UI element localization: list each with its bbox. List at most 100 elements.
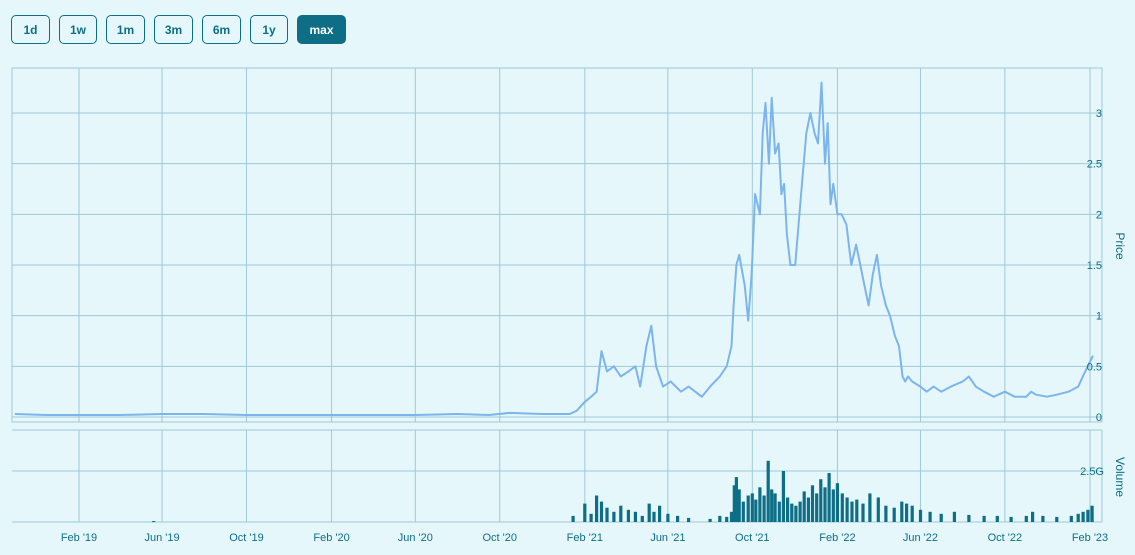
- price-point: [655, 365, 657, 368]
- price-point: [863, 284, 866, 287]
- price-point: [889, 314, 891, 317]
- x-tick-label: Feb '21: [567, 532, 603, 544]
- volume-bar: [708, 518, 712, 522]
- price-point: [575, 410, 578, 412]
- price-point: [993, 395, 995, 398]
- volume-bar: [773, 493, 777, 522]
- price-point: [904, 380, 906, 383]
- price-point: [876, 254, 878, 256]
- x-tick-label: Jun '20: [398, 532, 433, 544]
- price-point: [829, 203, 832, 205]
- price-point: [805, 132, 808, 135]
- price-tick-label: 3: [1096, 108, 1102, 120]
- volume-bar: [819, 479, 823, 522]
- x-tick-label: Oct '20: [482, 532, 517, 544]
- volume-bar: [770, 489, 774, 522]
- x-tick-label: Feb '22: [819, 532, 855, 544]
- x-tick-label: Jun '22: [903, 532, 938, 544]
- volume-bar: [794, 505, 798, 522]
- price-point: [584, 401, 586, 403]
- range-button-max[interactable]: max: [297, 15, 346, 44]
- price-point: [738, 254, 740, 256]
- price-point: [372, 414, 374, 416]
- volume-bar: [1086, 509, 1090, 522]
- price-point: [759, 213, 761, 216]
- volume-bar: [676, 515, 680, 522]
- price-tick-label: 2: [1096, 209, 1102, 221]
- volume-bar: [910, 505, 914, 522]
- range-button-6m[interactable]: 6m: [202, 15, 241, 44]
- volume-bar: [810, 485, 815, 522]
- range-button-1w[interactable]: 1w: [59, 15, 97, 44]
- price-axis-title: Price: [1113, 232, 1127, 260]
- range-button-3m[interactable]: 3m: [154, 15, 193, 44]
- volume-bar: [1069, 515, 1073, 522]
- price-point: [743, 284, 746, 287]
- price-point: [78, 414, 80, 416]
- price-point: [783, 183, 785, 185]
- price-point: [1084, 370, 1086, 373]
- price-grid: [11, 67, 1103, 423]
- price-point: [747, 319, 749, 322]
- price-point: [620, 375, 622, 378]
- volume-bar: [626, 509, 630, 522]
- price-point: [161, 413, 163, 415]
- volume-y-axis: 2.5G: [1080, 466, 1104, 478]
- price-point: [1004, 390, 1006, 393]
- price-point: [330, 414, 333, 416]
- range-button-1d[interactable]: 1d: [11, 15, 50, 44]
- range-button-1y[interactable]: 1y: [250, 15, 288, 44]
- volume-bar: [868, 493, 872, 522]
- price-point: [730, 345, 733, 347]
- volume-series: [152, 460, 1094, 522]
- price-point: [1077, 385, 1079, 388]
- volume-bar: [687, 517, 691, 522]
- volume-bar: [612, 511, 616, 522]
- volume-bar: [595, 495, 599, 522]
- volume-bar: [1055, 516, 1059, 522]
- volume-bar: [835, 483, 839, 522]
- price-point: [568, 413, 571, 415]
- price-point: [794, 264, 796, 266]
- price-point: [456, 413, 459, 415]
- volume-bar: [583, 503, 587, 522]
- price-point: [894, 335, 896, 337]
- price-point: [1067, 390, 1070, 393]
- price-point: [871, 274, 874, 276]
- volume-bar: [798, 501, 802, 522]
- price-point: [735, 264, 738, 266]
- volume-bar: [762, 495, 766, 522]
- volume-bar: [640, 515, 644, 522]
- volume-bar: [952, 511, 956, 522]
- volume-bar: [599, 501, 604, 522]
- volume-bar: [806, 497, 810, 522]
- range-button-1m[interactable]: 1m: [106, 15, 145, 44]
- price-tick-label: 1.5: [1087, 260, 1102, 272]
- price-point: [1035, 393, 1037, 396]
- price-point: [634, 365, 637, 368]
- volume-bar: [1041, 515, 1045, 522]
- volume-bar: [939, 513, 943, 522]
- volume-bar: [967, 514, 971, 522]
- price-point: [798, 213, 801, 216]
- price-point: [595, 390, 598, 393]
- volume-bar: [605, 507, 609, 522]
- price-point: [885, 304, 887, 307]
- x-tick-label: Feb '20: [313, 532, 349, 544]
- volume-bar: [1031, 511, 1035, 522]
- price-point: [1046, 395, 1048, 398]
- volume-bar: [786, 497, 790, 522]
- price-point: [754, 193, 756, 195]
- price-point: [940, 390, 942, 393]
- x-tick-label: Oct '22: [988, 532, 1023, 544]
- price-tick-label: 0.5: [1087, 361, 1102, 373]
- volume-bar: [633, 511, 637, 522]
- price-point: [809, 112, 812, 114]
- price-point: [1025, 395, 1028, 398]
- price-point: [789, 264, 792, 266]
- price-point: [680, 390, 682, 393]
- x-tick-label: Jun '19: [144, 532, 179, 544]
- volume-bar: [571, 515, 575, 522]
- price-point: [975, 385, 977, 388]
